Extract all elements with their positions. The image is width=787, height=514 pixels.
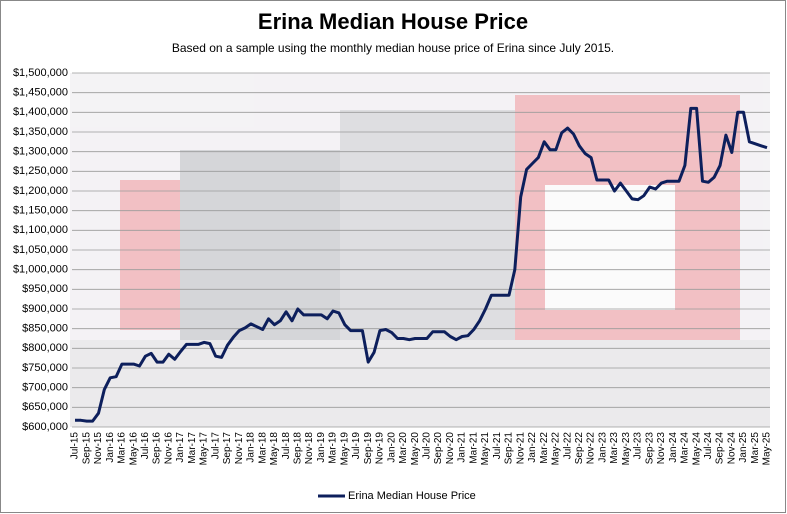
y-tick-label: $1,400,000 — [13, 106, 68, 118]
x-tick-label: May-19 — [339, 432, 350, 466]
x-tick-label: May-16 — [128, 432, 139, 466]
x-tick-label: May-25 — [762, 432, 773, 466]
x-tick-label: Mar-23 — [609, 432, 620, 464]
x-tick-label: Mar-20 — [398, 432, 409, 464]
x-tick-label: Jul-24 — [703, 432, 714, 460]
legend: Erina Median House Price — [318, 490, 476, 502]
y-tick-label: $1,300,000 — [13, 146, 68, 158]
x-tick-label: Sep-22 — [574, 432, 585, 465]
x-tick-label: Sep-17 — [222, 432, 233, 465]
x-tick-label: Nov-20 — [445, 432, 456, 465]
y-tick-label: $850,000 — [22, 323, 68, 335]
y-tick-label: $800,000 — [22, 342, 68, 354]
x-tick-label: Jul-15 — [70, 432, 81, 460]
x-tick-label: Nov-16 — [163, 432, 174, 465]
y-tick-label: $600,000 — [22, 421, 68, 433]
y-tick-label: $700,000 — [22, 382, 68, 394]
x-tick-label: May-22 — [551, 432, 562, 466]
y-tick-label: $1,200,000 — [13, 185, 68, 197]
x-tick-label: Jan-25 — [738, 432, 749, 463]
x-tick-label: Sep-21 — [504, 432, 515, 465]
x-tick-label: Sep-15 — [81, 432, 92, 465]
y-tick-label: $1,150,000 — [13, 205, 68, 217]
x-tick-label: Jan-22 — [527, 432, 538, 463]
x-tick-label: Nov-15 — [93, 432, 104, 465]
x-tick-label: Mar-19 — [328, 432, 339, 464]
x-tick-label: Sep-18 — [292, 432, 303, 465]
x-tick-label: Nov-24 — [726, 432, 737, 465]
x-tick-label: Nov-21 — [515, 432, 526, 465]
y-tick-label: $650,000 — [22, 401, 68, 413]
chart-subtitle: Based on a sample using the monthly medi… — [172, 41, 614, 55]
x-tick-label: Jan-23 — [597, 432, 608, 463]
x-tick-label: May-23 — [621, 432, 632, 466]
x-tick-label: Jul-20 — [422, 432, 433, 460]
y-tick-label: $1,050,000 — [13, 244, 68, 256]
x-tick-label: Nov-19 — [375, 432, 386, 465]
y-tick-label: $1,000,000 — [13, 264, 68, 276]
y-tick-label: $1,100,000 — [13, 224, 68, 236]
x-tick-label: May-24 — [691, 432, 702, 466]
x-tick-label: Jan-16 — [105, 432, 116, 463]
x-tick-label: May-20 — [410, 432, 421, 466]
x-tick-label: Mar-17 — [187, 432, 198, 464]
x-tick-label: Jul-19 — [351, 432, 362, 460]
y-tick-label: $1,450,000 — [13, 87, 68, 99]
x-tick-label: Nov-17 — [234, 432, 245, 465]
x-tick-label: May-21 — [480, 432, 491, 466]
x-tick-label: Mar-18 — [257, 432, 268, 464]
x-tick-label: Mar-22 — [539, 432, 550, 464]
x-tick-label: Sep-19 — [363, 432, 374, 465]
x-tick-label: Jul-23 — [633, 432, 644, 460]
y-tick-label: $1,350,000 — [13, 126, 68, 138]
chart-title: Erina Median House Price — [258, 9, 528, 34]
x-tick-label: Jan-17 — [175, 432, 186, 463]
x-tick-label: Jul-16 — [140, 432, 151, 460]
x-tick-label: Jan-20 — [386, 432, 397, 463]
x-tick-label: Jul-17 — [210, 432, 221, 460]
x-tick-label: Jul-18 — [281, 432, 292, 460]
x-tick-label: Jan-24 — [668, 432, 679, 463]
y-tick-label: $1,500,000 — [13, 67, 68, 79]
x-tick-label: Sep-20 — [433, 432, 444, 465]
x-tick-label: Mar-16 — [117, 432, 128, 464]
x-tick-label: Nov-18 — [304, 432, 315, 465]
x-tick-label: May-17 — [199, 432, 210, 466]
x-tick-label: Sep-16 — [152, 432, 163, 465]
legend-label: Erina Median House Price — [348, 490, 476, 502]
y-tick-label: $750,000 — [22, 362, 68, 374]
x-tick-label: Sep-24 — [715, 432, 726, 465]
x-tick-label: Mar-24 — [680, 432, 691, 464]
y-tick-label: $900,000 — [22, 303, 68, 315]
y-tick-label: $950,000 — [22, 283, 68, 295]
x-tick-label: Sep-23 — [644, 432, 655, 465]
x-tick-label: Nov-22 — [586, 432, 597, 465]
y-tick-label: $1,250,000 — [13, 165, 68, 177]
x-tick-label: Jul-21 — [492, 432, 503, 460]
x-tick-label: Jan-19 — [316, 432, 327, 463]
x-tick-label: Nov-23 — [656, 432, 667, 465]
x-tick-label: Jul-22 — [562, 432, 573, 460]
x-tick-label: Mar-25 — [750, 432, 761, 464]
x-tick-label: Mar-21 — [468, 432, 479, 464]
x-tick-label: May-18 — [269, 432, 280, 466]
x-tick-label: Jan-21 — [457, 432, 468, 463]
x-tick-label: Jan-18 — [246, 432, 257, 463]
data-line — [75, 106, 768, 423]
